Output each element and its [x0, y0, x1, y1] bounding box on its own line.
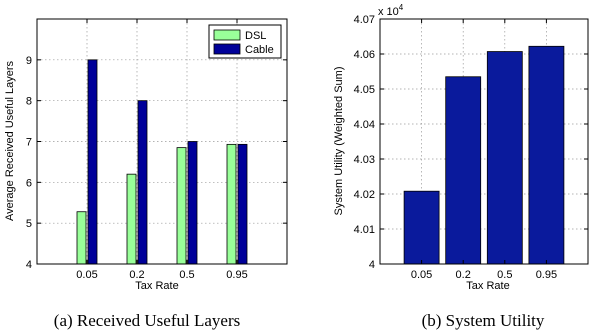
chart-b-bars [403, 45, 565, 265]
legend-swatch-dsl [213, 29, 241, 41]
y-tick-label: 4.04 [354, 119, 375, 131]
x-tick-label: 0.5 [497, 269, 512, 281]
bar-cable-0.2 [137, 100, 148, 265]
bar-cable-0.95 [237, 143, 248, 265]
bar-value-0.5 [486, 51, 523, 265]
y-tick-label: 4.06 [354, 49, 375, 61]
exponent-base: x 10 [378, 6, 399, 18]
y-tick-label: 4.01 [354, 224, 375, 236]
bar-cable-0.5 [187, 141, 198, 265]
bar-value-0.2 [445, 76, 482, 265]
chart-b-ticks: 4 4.01 4.02 4.03 4.04 4.05 4.06 4.07 0.05 0.2 0.5 0… [354, 14, 588, 281]
y-tick-label: 4.02 [354, 189, 375, 201]
bar-dsl-0.95 [226, 143, 237, 265]
bar-cable-0.05 [87, 59, 98, 265]
chart-a-ticks: 4 5 6 7 8 9 0.05 0.2 0.5 0.95 [26, 19, 287, 281]
legend-label-cable: Cable [245, 44, 274, 56]
chart-b-plot-frame [379, 18, 589, 265]
bar-dsl-0.05 [76, 211, 87, 265]
y-tick-label: 4.07 [354, 14, 375, 26]
chart-a-ylabel: Average Received Useful Layers [4, 61, 16, 221]
x-tick-label: 0.95 [226, 269, 247, 281]
bar-dsl-0.5 [176, 147, 187, 265]
legend-swatch-cable [213, 43, 241, 55]
x-tick-label: 0.2 [129, 269, 144, 281]
y-tick-label: 8 [26, 96, 32, 108]
x-tick-label: 0.05 [411, 269, 432, 281]
y-tick-label: 5 [26, 218, 32, 230]
legend-label-dsl: DSL [245, 30, 266, 42]
chart-b-xlabel: Tax Rate [466, 280, 509, 292]
chart-a-legend: DSL Cable [208, 24, 282, 59]
chart-b: 4 4.01 4.02 4.03 4.04 4.05 4.06 4.07 0.05 0.2 0.5 0… [333, 3, 589, 330]
chart-a-caption: (a) Received Useful Layers [54, 311, 240, 330]
x-tick-label: 0.5 [179, 269, 194, 281]
x-tick-label: 0.2 [456, 269, 471, 281]
bar-value-0.95 [528, 45, 565, 265]
bar-value-0.05 [403, 190, 440, 265]
chart-b-ylabel: System Utility (Weighted Sum) [333, 67, 345, 216]
y-tick-label: 4.05 [354, 84, 375, 96]
chart-a-xlabel: Tax Rate [135, 280, 178, 292]
y-tick-label: 9 [26, 55, 32, 67]
y-tick-label: 7 [26, 137, 32, 149]
chart-b-exponent: x 104 [378, 3, 404, 18]
y-tick-label: 4.03 [354, 154, 375, 166]
chart-b-caption: (b) System Utility [422, 311, 545, 330]
y-tick-label: 6 [26, 177, 32, 189]
chart-a-bars [76, 59, 248, 265]
exponent-power: 4 [399, 3, 404, 12]
y-tick-label: 4 [369, 259, 375, 271]
x-tick-label: 0.95 [536, 269, 557, 281]
x-tick-label: 0.05 [76, 269, 97, 281]
y-tick-label: 4 [26, 259, 32, 271]
bar-dsl-0.2 [126, 173, 137, 265]
